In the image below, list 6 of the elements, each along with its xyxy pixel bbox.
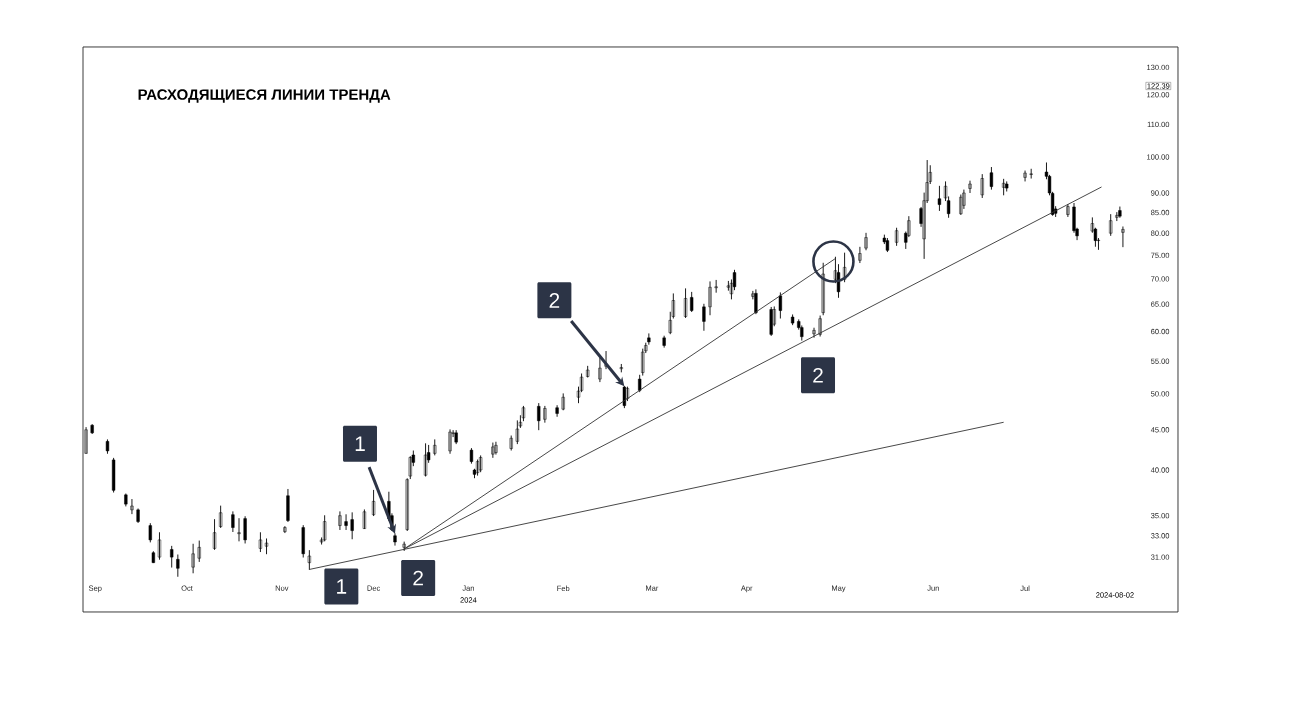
annotation: 2 [549, 293, 560, 308]
annotation: 2 [813, 367, 823, 383]
text: РАСХОДЯЩИЕСЯ ЛИНИИ ТРЕНДА [138, 89, 391, 103]
annotation: 1 [337, 579, 347, 594]
annotation: 1 [355, 436, 365, 451]
annotation: 2 [413, 570, 423, 586]
